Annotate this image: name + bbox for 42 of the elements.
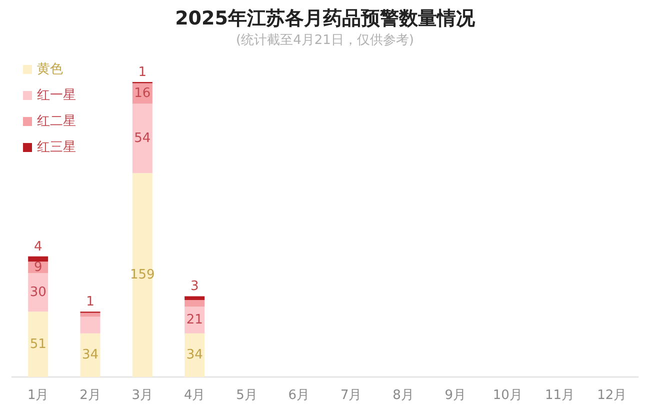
x-tick-label: 9月 [444,388,466,403]
legend-label: 黄色 [37,62,63,77]
bar [184,296,205,300]
x-tick-label: 8月 [392,388,414,403]
data-label: 1 [86,294,94,310]
bar [80,312,100,317]
legend-label: 红三星 [37,140,76,155]
bar [80,316,100,334]
bar [132,104,152,174]
data-label: 4 [34,239,42,254]
data-label: 51 [30,336,46,352]
data-label: 21 [186,312,203,328]
x-tick-label: 6月 [288,388,310,403]
x-tick-label: 5月 [236,388,258,403]
chart-subtitle: (统计截至4月21日，仅供参考) [236,33,414,48]
data-label: 3 [190,279,199,294]
data-label: 30 [30,284,46,300]
data-label: 34 [82,348,99,363]
bar [132,173,152,377]
legend-label: 红二星 [37,114,76,129]
chart-title: 2025年江苏各月药品预警数量情况 [175,8,476,30]
x-tick-label: 4月 [184,388,206,403]
data-label: 159 [130,268,155,283]
x-tick-label: 10月 [492,388,522,403]
bar [184,300,205,306]
legend-label: 红一星 [37,88,76,103]
data-label: 34 [186,348,203,363]
x-tick-label: 12月 [597,388,627,403]
x-tick-label: 11月 [544,388,575,403]
x-tick-label: 3月 [132,388,154,403]
x-tick-label: 7月 [340,388,362,403]
data-label: 9 [34,260,42,275]
bar [28,273,48,312]
x-tick-label: 1月 [27,388,49,403]
bar [28,256,48,262]
x-tick-label: 2月 [80,388,101,403]
bar [80,333,100,377]
bar [184,333,205,377]
bar [28,312,48,377]
data-label: 16 [134,86,151,102]
data-label: 1 [138,65,147,80]
data-label: 54 [134,130,151,146]
